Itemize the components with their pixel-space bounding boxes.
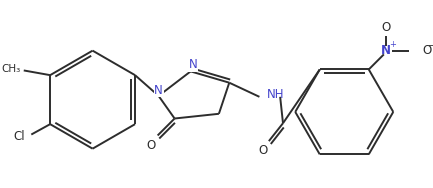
Text: O: O [259, 144, 268, 157]
Text: O: O [381, 21, 391, 34]
Text: Cl: Cl [13, 130, 25, 143]
Text: CH₃: CH₃ [2, 64, 21, 74]
Text: −: − [428, 41, 433, 51]
Text: +: + [389, 40, 396, 49]
Text: N: N [154, 84, 163, 97]
Text: N: N [189, 58, 198, 71]
Text: O: O [423, 44, 432, 57]
Text: NH: NH [267, 88, 284, 102]
Text: O: O [146, 139, 155, 152]
Text: N: N [381, 44, 391, 57]
